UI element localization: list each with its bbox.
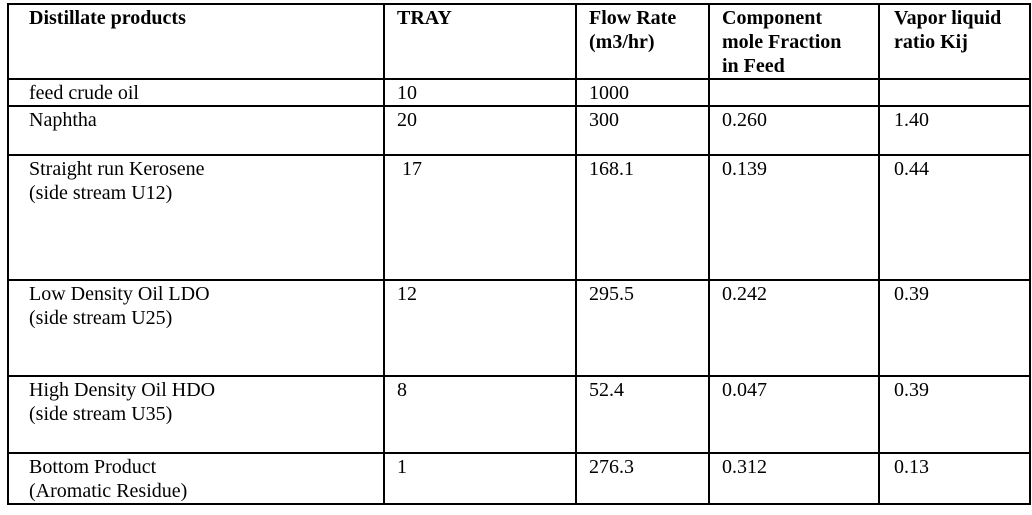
column-header-tray: TRAY xyxy=(383,3,577,80)
column-header-flow-rate: Flow Rate (m3/hr) xyxy=(575,3,710,80)
cell-kij: 0.13 xyxy=(878,452,1031,505)
cell-mole-fraction: 0.047 xyxy=(708,375,880,454)
cell-tray: 17 xyxy=(383,154,577,281)
cell-tray: 1 xyxy=(383,452,577,505)
cell-kij: 1.40 xyxy=(878,105,1031,156)
cell-flow-rate: 168.1 xyxy=(575,154,710,281)
cell-mole-fraction: 0.242 xyxy=(708,279,880,377)
cell-product: feed crude oil xyxy=(7,78,385,107)
table-row-kerosene: Straight run Kerosene (side stream U12) … xyxy=(7,154,1031,281)
cell-tray: 12 xyxy=(383,279,577,377)
cell-product: Low Density Oil LDO (side stream U25) xyxy=(7,279,385,377)
cell-product: High Density Oil HDO (side stream U35) xyxy=(7,375,385,454)
cell-kij xyxy=(878,78,1031,107)
cell-mole-fraction: 0.260 xyxy=(708,105,880,156)
cell-flow-rate: 1000 xyxy=(575,78,710,107)
cell-kij: 0.39 xyxy=(878,375,1031,454)
cell-mole-fraction: 0.139 xyxy=(708,154,880,281)
table-row-hdo: High Density Oil HDO (side stream U35) 8… xyxy=(7,375,1031,454)
cell-product: Straight run Kerosene (side stream U12) xyxy=(7,154,385,281)
cell-mole-fraction xyxy=(708,78,880,107)
table-row-bottom-product: Bottom Product (Aromatic Residue) 1 276.… xyxy=(7,452,1031,505)
cell-tray: 10 xyxy=(383,78,577,107)
distillate-products-table: Distillate products TRAY Flow Rate (m3/h… xyxy=(7,3,1031,505)
table-row-feed-crude-oil: feed crude oil 10 1000 xyxy=(7,78,1031,107)
cell-flow-rate: 276.3 xyxy=(575,452,710,505)
cell-product: Naphtha xyxy=(7,105,385,156)
table-row-ldo: Low Density Oil LDO (side stream U25) 12… xyxy=(7,279,1031,377)
column-header-distillate-products: Distillate products xyxy=(7,3,385,80)
cell-flow-rate: 52.4 xyxy=(575,375,710,454)
cell-mole-fraction: 0.312 xyxy=(708,452,880,505)
cell-product: Bottom Product (Aromatic Residue) xyxy=(7,452,385,505)
cell-tray: 8 xyxy=(383,375,577,454)
cell-kij: 0.44 xyxy=(878,154,1031,281)
table-header-row: Distillate products TRAY Flow Rate (m3/h… xyxy=(7,3,1031,80)
cell-kij: 0.39 xyxy=(878,279,1031,377)
column-header-mole-fraction: Component mole Fraction in Feed xyxy=(708,3,880,80)
cell-flow-rate: 295.5 xyxy=(575,279,710,377)
cell-tray: 20 xyxy=(383,105,577,156)
cell-flow-rate: 300 xyxy=(575,105,710,156)
table-row-naphtha: Naphtha 20 300 0.260 1.40 xyxy=(7,105,1031,156)
column-header-vapor-liquid-ratio: Vapor liquid ratio Kij xyxy=(878,3,1031,80)
